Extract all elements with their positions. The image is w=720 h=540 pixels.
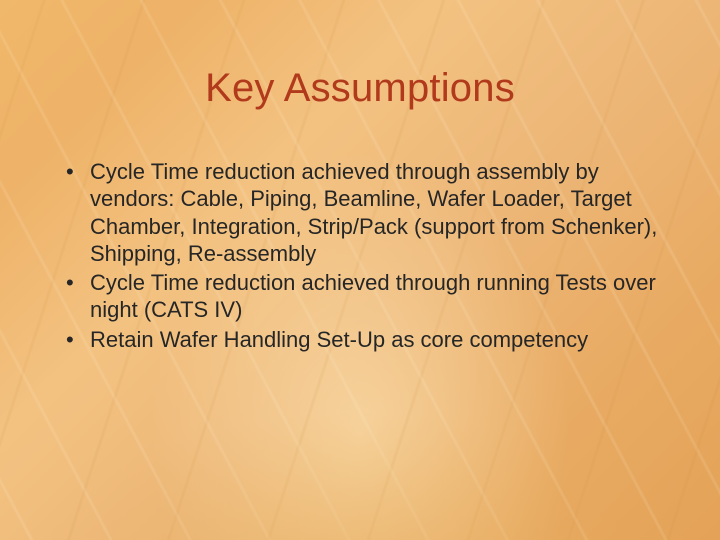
slide-title: Key Assumptions: [0, 66, 720, 111]
list-item: Cycle Time reduction achieved through ru…: [60, 269, 660, 324]
list-item: Cycle Time reduction achieved through as…: [60, 158, 660, 267]
list-item: Retain Wafer Handling Set-Up as core com…: [60, 326, 660, 353]
slide-body: Cycle Time reduction achieved through as…: [60, 158, 660, 355]
slide: Key Assumptions Cycle Time reduction ach…: [0, 0, 720, 540]
bullet-list: Cycle Time reduction achieved through as…: [60, 158, 660, 353]
